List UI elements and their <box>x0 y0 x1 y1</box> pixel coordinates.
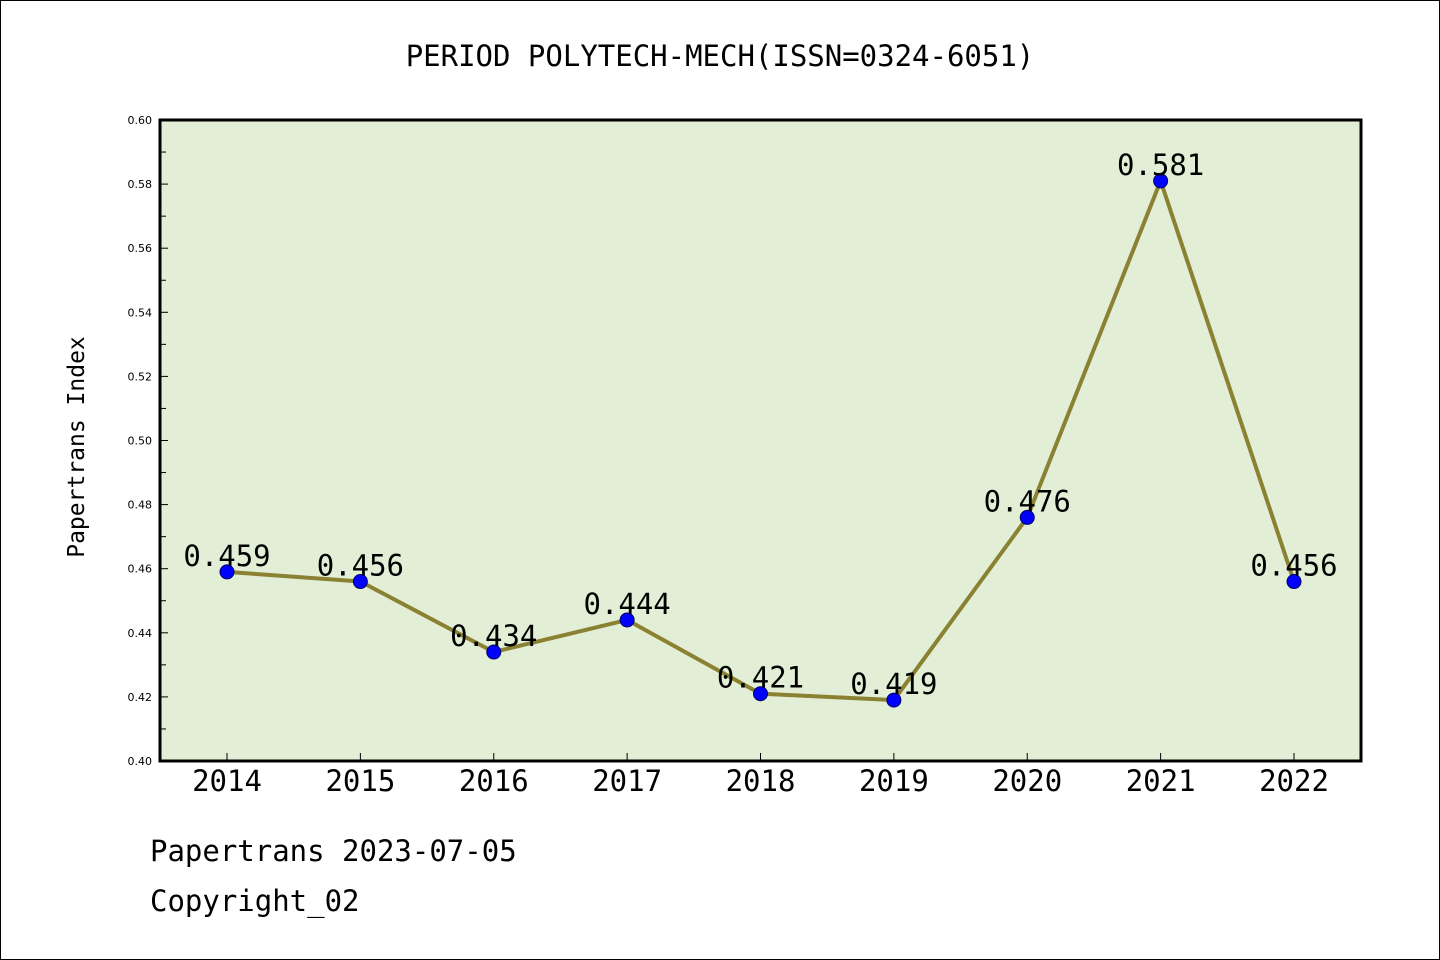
data-label: 0.456 <box>1250 549 1337 583</box>
data-point <box>1286 574 1302 590</box>
data-point <box>886 692 902 708</box>
data-point <box>1153 173 1169 189</box>
data-point <box>1019 509 1035 525</box>
data-label: 0.444 <box>583 587 670 621</box>
data-label: 0.421 <box>717 661 804 695</box>
x-tick-label: 2022 <box>1259 764 1329 798</box>
x-tick-label: 2015 <box>325 764 395 798</box>
x-tick-label: 2018 <box>726 764 796 798</box>
data-label: 0.456 <box>317 549 404 583</box>
data-point <box>352 574 368 590</box>
y-tick-label: 0.42 <box>128 691 153 704</box>
data-label: 0.459 <box>183 539 270 573</box>
y-tick-label: 0.56 <box>128 242 153 255</box>
y-tick-label: 0.44 <box>128 627 153 640</box>
plot-area <box>160 120 1361 761</box>
x-tick-label: 2019 <box>859 764 929 798</box>
y-tick-labels: 0.40 0.42 0.44 0.46 0.48 0.50 0.52 0.54 0.56 0.58… <box>128 114 153 768</box>
footer-date: Papertrans 2023-07-05 <box>150 834 517 868</box>
footer-copyright: Copyright_02 <box>150 884 360 918</box>
data-point <box>219 564 235 580</box>
x-tick-label: 2017 <box>592 764 662 798</box>
data-point <box>486 644 502 660</box>
x-tick-label: 2016 <box>459 764 529 798</box>
plot-border <box>158 118 1363 763</box>
data-labels: 0.459 0.456 0.434 0.444 0.421 0.419 0.476 0.581… <box>183 148 1337 701</box>
data-point <box>619 612 635 628</box>
x-tick-label: 2014 <box>192 764 262 798</box>
data-points <box>219 173 1302 708</box>
x-tick-labels: 2014 2015 2016 2017 2018 2019 2020 2021 2022 <box>192 764 1329 798</box>
data-label: 0.476 <box>984 484 1071 518</box>
y-tick-label: 0.40 <box>128 755 153 768</box>
chart-title: PERIOD POLYTECH-MECH(ISSN=0324-6051) <box>406 39 1035 73</box>
y-tick-label: 0.50 <box>128 435 153 448</box>
x-tick-label: 2021 <box>1126 764 1196 798</box>
y-tick-label: 0.46 <box>128 563 153 576</box>
y-tick-label: 0.58 <box>128 178 153 191</box>
y-tick-label: 0.48 <box>128 499 153 512</box>
data-label: 0.434 <box>450 619 537 653</box>
data-label: 0.581 <box>1117 148 1204 182</box>
data-label: 0.419 <box>850 667 937 701</box>
x-tick-label: 2020 <box>992 764 1062 798</box>
data-point <box>753 686 768 702</box>
y-axis-label: Papertrans Index <box>64 336 90 558</box>
y-tick-label: 0.60 <box>128 114 153 127</box>
y-tick-label: 0.52 <box>128 370 153 383</box>
y-tick-label: 0.54 <box>128 306 153 319</box>
